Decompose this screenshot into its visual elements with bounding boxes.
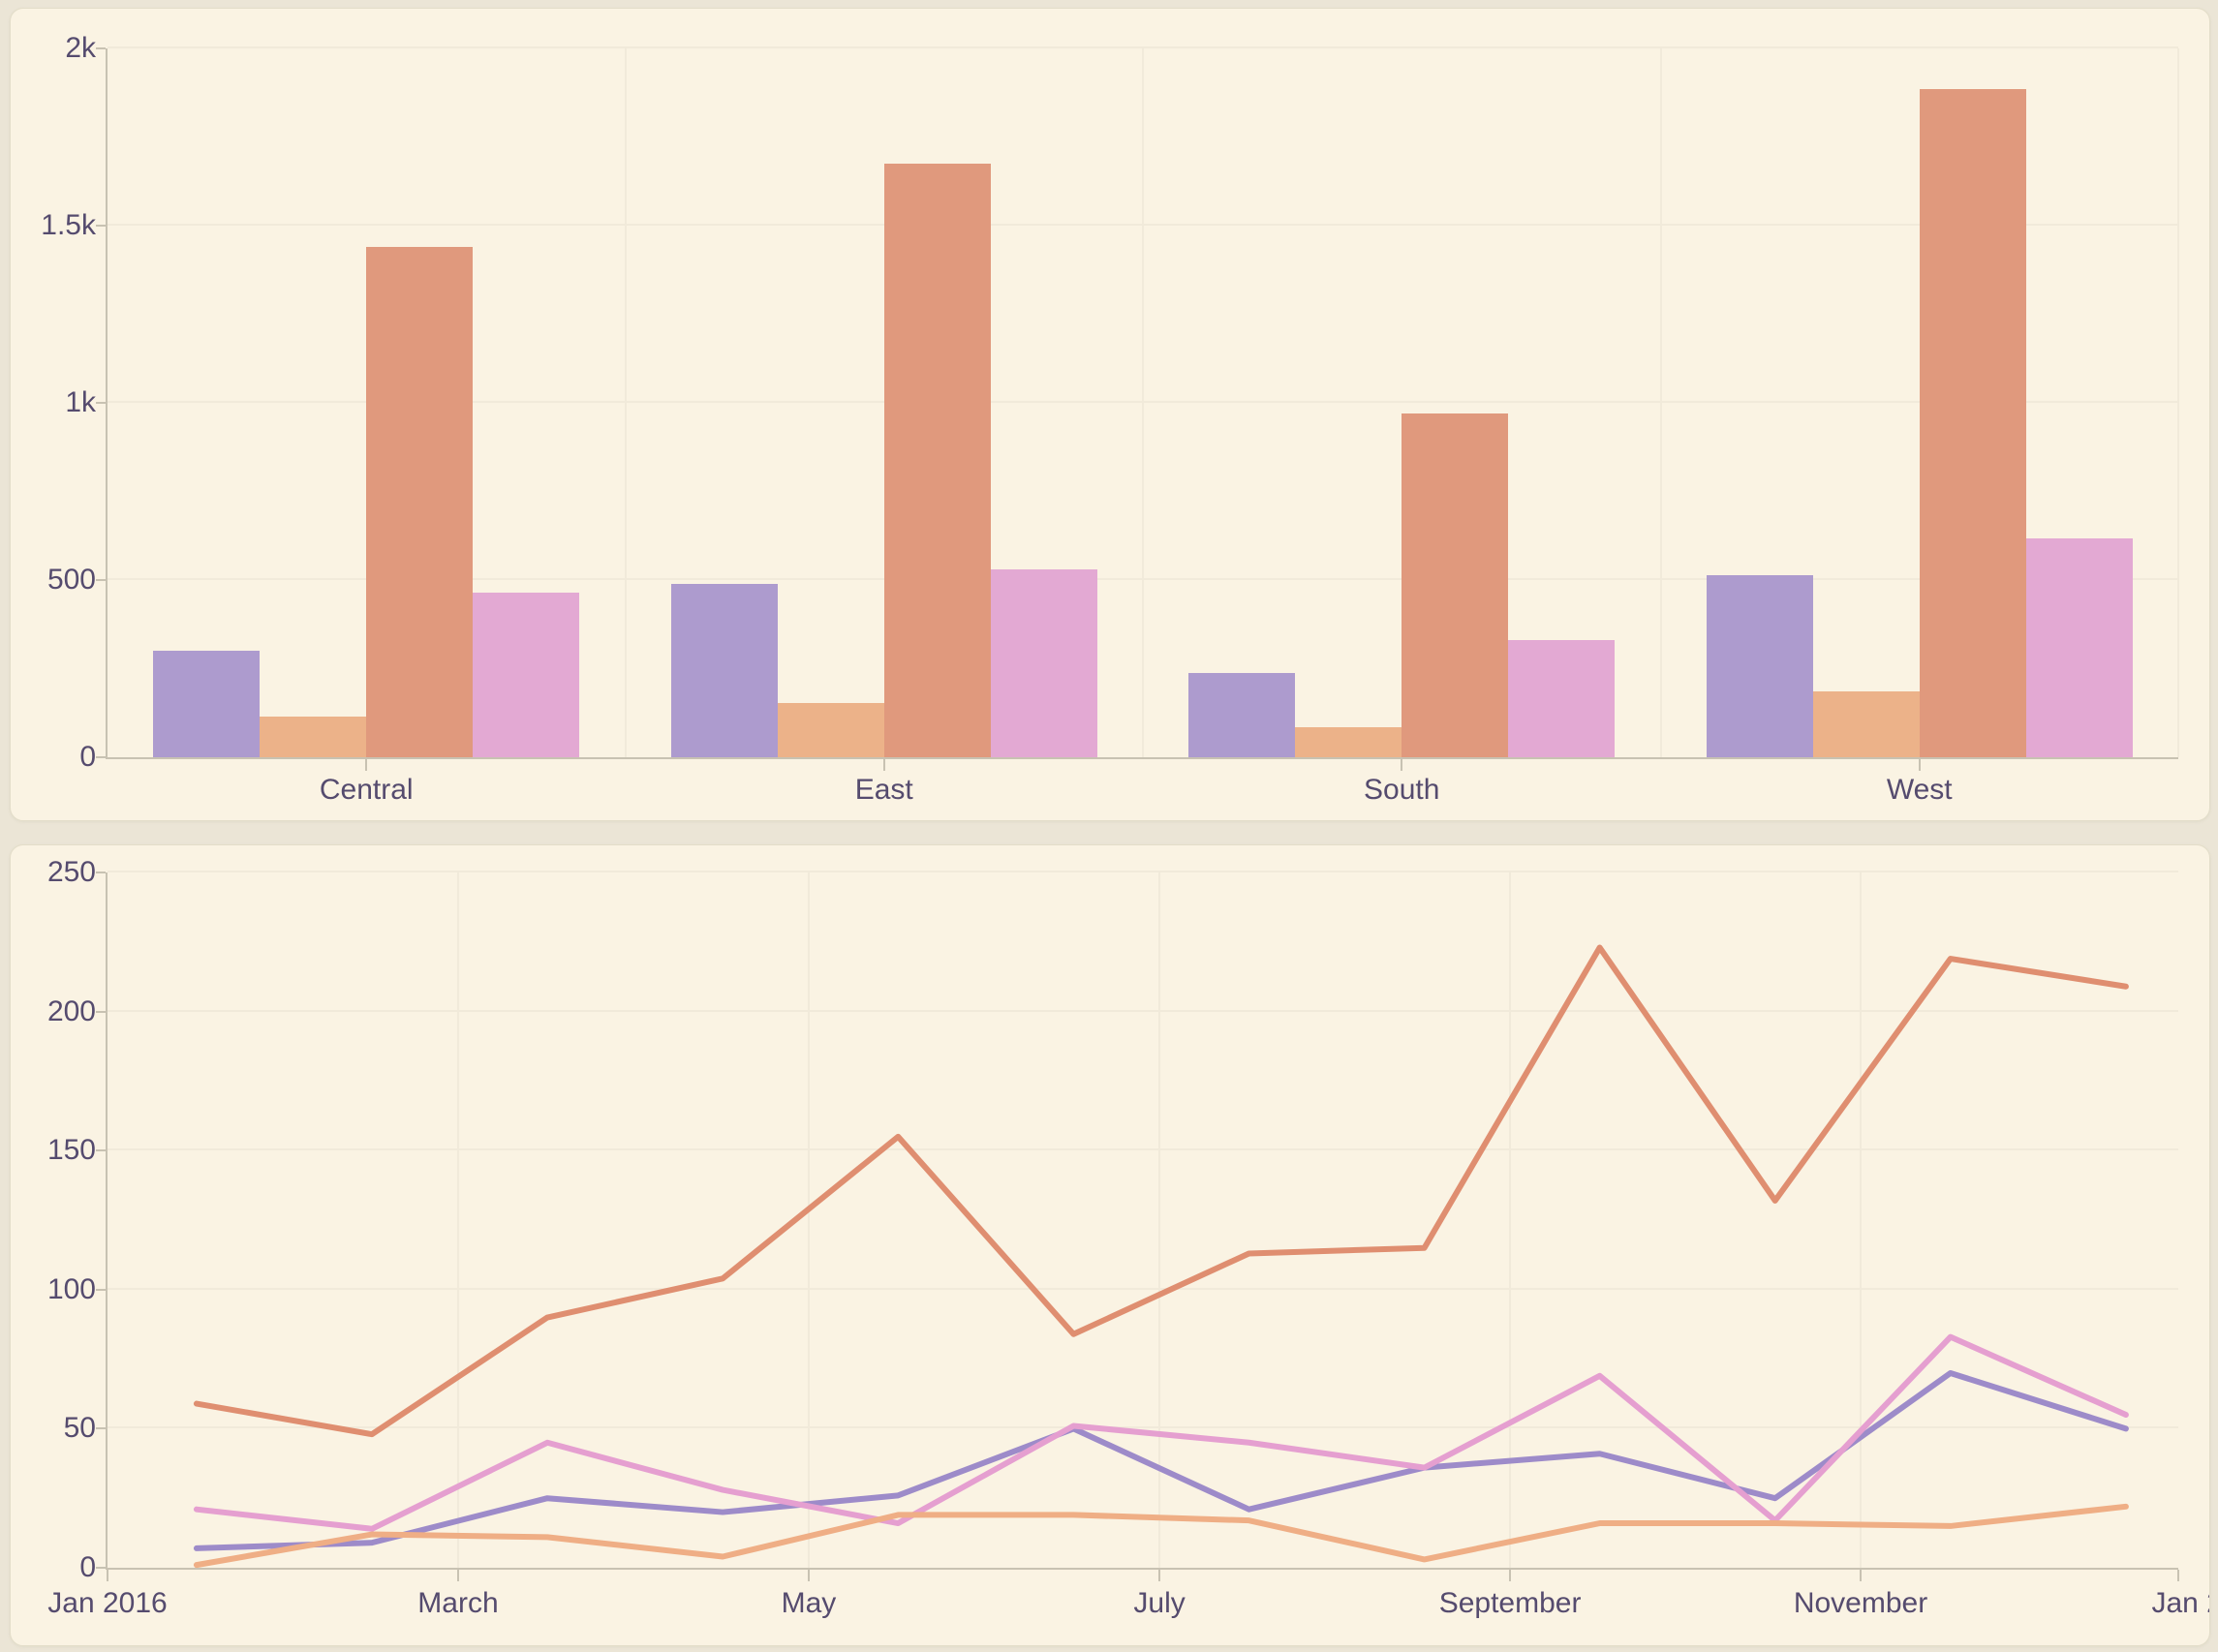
bar-series-light-orange-central[interactable] bbox=[260, 716, 367, 757]
y-axis-label: 250 bbox=[46, 856, 96, 888]
bar-series-light-orange-east[interactable] bbox=[777, 703, 884, 757]
y-axis-tick bbox=[96, 1149, 106, 1152]
bar-series-purple-south[interactable] bbox=[1188, 673, 1296, 757]
y-axis-tick bbox=[96, 872, 106, 873]
y-axis-tick bbox=[96, 756, 106, 758]
x-axis-tick bbox=[2177, 1570, 2179, 1581]
x-axis-label-4: September bbox=[1438, 1587, 1582, 1619]
bar-series-purple-central[interactable] bbox=[153, 651, 261, 757]
y-axis-label: 150 bbox=[46, 1134, 96, 1167]
x-axis-label-west: West bbox=[1886, 774, 1953, 806]
bar-series-salmon-central[interactable] bbox=[366, 246, 474, 757]
x-axis-label-2: May bbox=[781, 1587, 837, 1619]
x-axis-label-0: Jan 2016 bbox=[47, 1587, 168, 1619]
v-gridline bbox=[1860, 872, 1863, 1568]
y-axis-tick bbox=[96, 1567, 106, 1569]
v-gridline bbox=[807, 872, 810, 1568]
x-axis-tick bbox=[1918, 759, 1921, 771]
v-gridline bbox=[624, 48, 627, 757]
h-gridline bbox=[108, 1148, 2178, 1151]
line-chart-canvas bbox=[108, 872, 2178, 1568]
x-axis-tick bbox=[1401, 759, 1403, 771]
line-series-pink[interactable] bbox=[197, 1337, 2126, 1529]
y-axis-tick bbox=[96, 1427, 106, 1430]
v-gridline bbox=[1509, 872, 1512, 1568]
x-axis-tick bbox=[882, 759, 885, 771]
h-gridline bbox=[108, 1287, 2178, 1290]
bar-chart-y-axis bbox=[106, 48, 108, 757]
bar-chart-y-axis-labels: 0 500 1k 1.5k 2k bbox=[11, 32, 108, 773]
y-axis-label: 500 bbox=[46, 564, 96, 596]
x-axis-tick bbox=[1158, 1570, 1161, 1581]
y-axis-label: 200 bbox=[46, 994, 96, 1027]
bar-series-pink-south[interactable] bbox=[1508, 640, 1616, 757]
x-axis-label-east: East bbox=[854, 774, 913, 806]
bar-series-salmon-south[interactable] bbox=[1402, 413, 1509, 757]
x-axis-label-5: November bbox=[1793, 1587, 1928, 1619]
bar-series-pink-east[interactable] bbox=[990, 569, 1097, 757]
y-axis-label: 0 bbox=[79, 1551, 96, 1583]
y-axis-tick bbox=[96, 47, 106, 49]
line-series-purple[interactable] bbox=[197, 1373, 2126, 1548]
bar-series-pink-central[interactable] bbox=[473, 592, 580, 757]
x-axis-label-6: Jan 2017 bbox=[2151, 1587, 2209, 1619]
y-axis-label: 2k bbox=[65, 32, 96, 64]
x-axis-tick bbox=[807, 1570, 810, 1581]
h-gridline bbox=[108, 46, 2178, 48]
v-gridline bbox=[1659, 48, 1662, 757]
bar-chart-panel: 0 500 1k 1.5k 2k Central East South West bbox=[10, 8, 2210, 821]
x-axis-label-south: South bbox=[1364, 774, 1440, 806]
x-axis-tick bbox=[1860, 1570, 1863, 1581]
v-gridline bbox=[2177, 48, 2179, 757]
bar-series-pink-west[interactable] bbox=[2025, 538, 2133, 757]
line-series-light-orange[interactable] bbox=[197, 1507, 2126, 1565]
x-axis-tick bbox=[1509, 1570, 1512, 1581]
x-axis-label-central: Central bbox=[319, 774, 414, 806]
h-gridline bbox=[108, 871, 2178, 872]
line-chart-plot-area[interactable] bbox=[96, 871, 2178, 1570]
x-axis-label-3: July bbox=[1133, 1587, 1186, 1619]
h-gridline bbox=[108, 1426, 2178, 1429]
y-axis-label: 1k bbox=[65, 386, 96, 418]
v-gridline bbox=[1142, 48, 1144, 757]
bar-series-light-orange-west[interactable] bbox=[1812, 690, 1920, 757]
y-axis-label: 1.5k bbox=[41, 209, 96, 241]
v-gridline bbox=[1158, 872, 1161, 1568]
line-chart-x-axis bbox=[106, 1568, 2178, 1570]
line-series-salmon[interactable] bbox=[197, 948, 2126, 1435]
x-axis-label-1: March bbox=[417, 1587, 499, 1619]
bar-series-purple-east[interactable] bbox=[670, 583, 778, 757]
y-axis-tick bbox=[96, 1010, 106, 1013]
bar-series-salmon-east[interactable] bbox=[883, 163, 991, 757]
y-axis-tick bbox=[96, 225, 106, 227]
line-chart-y-axis-labels: 0 50 100 150 200 250 bbox=[11, 856, 108, 1583]
line-chart-panel: 0 50 100 150 200 250 Jan 2016 March May July Sept… bbox=[10, 844, 2210, 1646]
bar-series-light-orange-south[interactable] bbox=[1295, 726, 1402, 757]
line-chart-y-axis bbox=[106, 872, 108, 1568]
h-gridline bbox=[108, 1009, 2178, 1012]
x-axis-tick bbox=[365, 759, 368, 771]
v-gridline bbox=[456, 872, 459, 1568]
y-axis-label: 100 bbox=[46, 1272, 96, 1305]
y-axis-tick bbox=[96, 579, 106, 581]
bar-series-salmon-west[interactable] bbox=[1919, 89, 2026, 757]
bar-chart-x-axis bbox=[106, 757, 2178, 759]
bar-series-purple-west[interactable] bbox=[1706, 574, 1813, 757]
bar-chart-plot-area[interactable] bbox=[96, 46, 2179, 771]
x-axis-tick bbox=[107, 1570, 108, 1581]
y-axis-tick bbox=[96, 402, 106, 404]
y-axis-label: 0 bbox=[79, 741, 96, 773]
x-axis-tick bbox=[456, 1570, 459, 1581]
y-axis-label: 50 bbox=[63, 1412, 96, 1445]
y-axis-tick bbox=[96, 1288, 106, 1291]
